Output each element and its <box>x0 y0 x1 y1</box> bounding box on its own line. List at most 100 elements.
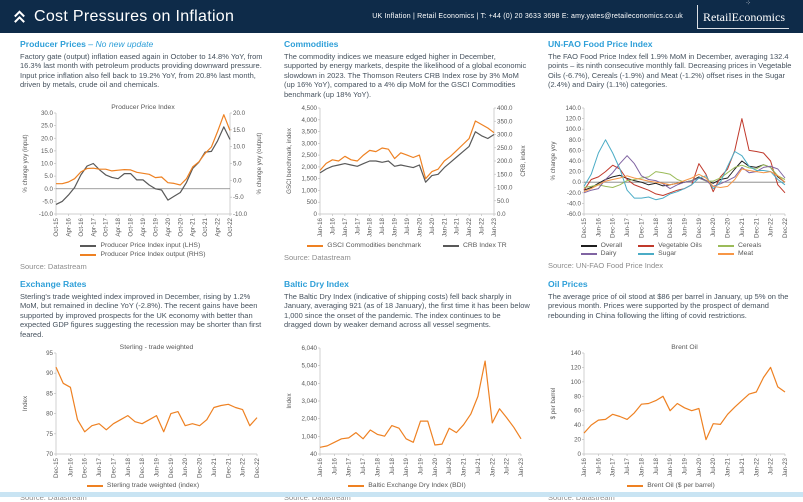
legend-label: Cereals <box>737 242 762 249</box>
svg-text:Jul-22: Jul-22 <box>504 457 511 474</box>
report-body: Producer Prices – No new update Factory … <box>0 33 803 502</box>
panel-title-note: – No new update <box>85 39 154 49</box>
svg-text:20.0: 20.0 <box>41 135 54 142</box>
svg-text:75: 75 <box>46 431 53 438</box>
svg-text:$ per barrel: $ per barrel <box>550 388 557 420</box>
svg-text:10.0: 10.0 <box>233 144 246 151</box>
legend-label: Sterling trade weighted (index) <box>106 482 200 490</box>
brent-oil-chart: Brent Oil 0 20 40 60 80 100 120 140 $ per barrel J… <box>548 341 794 489</box>
legend-swatch <box>638 244 655 247</box>
svg-text:Brent Oil: Brent Oil <box>671 344 698 351</box>
legend-item: Meat <box>717 250 761 257</box>
panel-exchange-rates: Exchange Rates Sterling's trade weighted… <box>20 279 266 502</box>
svg-text:Dec-16: Dec-16 <box>82 458 89 479</box>
svg-text:Dec-18: Dec-18 <box>667 217 674 238</box>
chart-svg: Brent Oil 0 20 40 60 80 100 120 140 $ per barrel J… <box>550 344 789 477</box>
svg-text:60: 60 <box>574 408 581 415</box>
svg-text:Jun-19: Jun-19 <box>682 217 689 236</box>
panel-title: Commodities <box>284 39 530 49</box>
svg-text:Sterling - trade weighted: Sterling - trade weighted <box>120 344 194 351</box>
svg-text:400.0: 400.0 <box>497 105 513 112</box>
producer-price-index-chart: Producer Price Index -10.0 -5.0 0.0 5.0 10.0 1… <box>20 101 266 258</box>
legend-swatch <box>627 484 644 487</box>
svg-text:3,500: 3,500 <box>302 129 318 136</box>
svg-text:Jan-16: Jan-16 <box>317 457 324 476</box>
svg-text:Jun-21: Jun-21 <box>739 217 746 236</box>
header-contact: UK Inflation | Retail Economics | T: +44… <box>372 13 684 20</box>
chart-svg: -60.0 -40.0 -20.0 0.0 20.0 40.0 60.0 80.0 100.0 1… <box>550 105 789 238</box>
svg-text:Jun-17: Jun-17 <box>96 458 103 477</box>
svg-text:1,040: 1,040 <box>302 433 318 440</box>
svg-text:-60.0: -60.0 <box>567 211 582 218</box>
legend-item: Cereals <box>717 242 762 249</box>
svg-text:Jul-19: Jul-19 <box>418 457 425 474</box>
panel-title-text: Baltic Dry Index <box>284 279 349 289</box>
chart-svg: Sterling - trade weighted 70 75 80 85 90 95 Ind… <box>22 344 261 479</box>
svg-text:Oct-15: Oct-15 <box>53 217 60 236</box>
svg-text:10.0: 10.0 <box>41 161 54 168</box>
svg-text:Apr-22: Apr-22 <box>215 217 222 236</box>
svg-text:Dec-22: Dec-22 <box>782 217 789 238</box>
chart-legend: GSCI Commodities benchmark CRB Index TR <box>284 242 530 249</box>
chart-legend: Brent Oil ($ per barrel) <box>548 482 794 489</box>
svg-text:200.0: 200.0 <box>497 158 513 165</box>
svg-text:25.0: 25.0 <box>41 123 54 130</box>
svg-text:-40.0: -40.0 <box>567 200 582 207</box>
svg-text:30.0: 30.0 <box>41 110 54 117</box>
svg-text:Jun-18: Jun-18 <box>653 217 660 236</box>
legend-item: Brent Oil ($ per barrel) <box>627 482 715 489</box>
svg-text:Jan-21: Jan-21 <box>461 457 468 476</box>
panel-title: Producer Prices – No new update <box>20 39 266 49</box>
panel-text: The FAO Food Price Index fell 1.9% MoM i… <box>548 52 792 90</box>
svg-text:Jun-16: Jun-16 <box>67 458 74 477</box>
svg-text:Jan-20: Jan-20 <box>432 457 439 476</box>
svg-text:Jul-20: Jul-20 <box>446 457 453 474</box>
svg-text:Jul-17: Jul-17 <box>360 457 367 474</box>
svg-text:100.0: 100.0 <box>566 126 582 133</box>
svg-text:Dec-21: Dec-21 <box>753 217 760 238</box>
svg-text:Jan-22: Jan-22 <box>489 457 496 476</box>
header-title-group: Cost Pressures on Inflation <box>12 8 234 26</box>
legend-swatch <box>580 252 597 255</box>
legend-label: Meat <box>737 250 754 257</box>
svg-text:Apr-20: Apr-20 <box>165 217 172 236</box>
svg-text:20.0: 20.0 <box>569 169 582 176</box>
svg-text:5,040: 5,040 <box>302 363 318 370</box>
svg-text:Jul-20: Jul-20 <box>710 457 717 474</box>
panel-text: Factory gate (output) inflation eased ag… <box>20 52 263 90</box>
svg-text:Oct-20: Oct-20 <box>177 217 184 236</box>
legend-item: Dairy <box>580 250 623 257</box>
svg-text:CRB, index: CRB, index <box>520 145 527 177</box>
double-chevron-up-icon <box>14 10 25 23</box>
svg-text:Jul-18: Jul-18 <box>379 218 386 235</box>
svg-text:300.0: 300.0 <box>497 132 513 139</box>
legend-swatch <box>717 244 734 247</box>
svg-text:Jan-23: Jan-23 <box>782 457 789 476</box>
svg-text:Jan-16: Jan-16 <box>581 457 588 476</box>
svg-text:Dec-16: Dec-16 <box>610 217 617 238</box>
svg-text:Jun-16: Jun-16 <box>595 217 602 236</box>
legend-label: Producer Price Index output (RHS) <box>100 251 206 258</box>
legend-label: Baltic Exchange Dry Index (BDI) <box>368 482 466 489</box>
svg-text:Jul-18: Jul-18 <box>389 457 396 474</box>
svg-text:Dec-19: Dec-19 <box>168 458 175 479</box>
svg-text:60.0: 60.0 <box>569 147 582 154</box>
svg-text:Jan-22: Jan-22 <box>466 218 473 237</box>
svg-text:Jun-18: Jun-18 <box>125 458 132 477</box>
svg-text:Index: Index <box>286 393 293 409</box>
svg-text:100.0: 100.0 <box>497 185 513 192</box>
legend-item: Baltic Exchange Dry Index (BDI) <box>348 482 466 489</box>
legend-item: Sugar <box>638 250 702 257</box>
svg-text:15.0: 15.0 <box>233 127 246 134</box>
svg-text:Jun-20: Jun-20 <box>182 458 189 477</box>
svg-text:120.0: 120.0 <box>566 116 582 123</box>
svg-text:Dec-18: Dec-18 <box>139 458 146 479</box>
svg-text:Oct-18: Oct-18 <box>128 217 135 236</box>
panel-commodities: Commodities The commodity indices we mea… <box>284 39 530 271</box>
svg-text:Jul-16: Jul-16 <box>595 457 602 474</box>
legend-item: CRB Index TR <box>442 242 507 249</box>
legend-swatch <box>717 252 734 255</box>
svg-text:Jan-20: Jan-20 <box>416 218 423 237</box>
svg-text:Dec-15: Dec-15 <box>581 217 588 238</box>
svg-text:40.0: 40.0 <box>569 158 582 165</box>
